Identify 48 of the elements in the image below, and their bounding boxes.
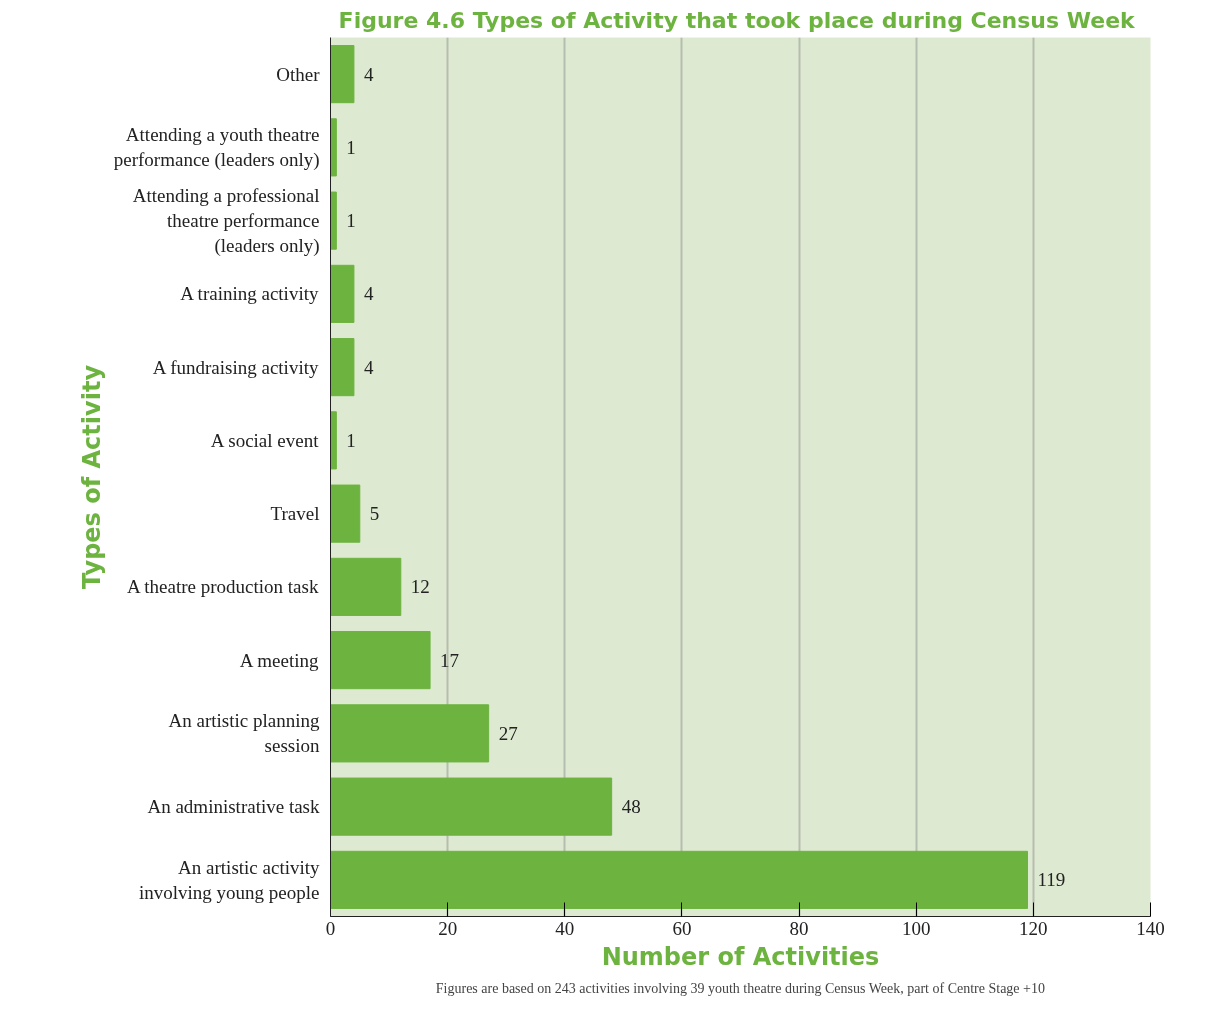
- y-tick-label: An artistic planning session: [168, 710, 320, 757]
- data-label: 1: [346, 429, 356, 451]
- bar: [330, 850, 1028, 909]
- x-tick-label: 140: [1136, 917, 1165, 939]
- y-tick-label: A social event: [210, 429, 320, 451]
- y-tick-label: A meeting: [239, 649, 319, 671]
- data-label: 27: [498, 722, 518, 744]
- y-tick-label: Travel: [270, 503, 320, 525]
- data-label: 4: [363, 63, 374, 85]
- x-tick-label: 100: [901, 917, 931, 939]
- y-tick-label: Attending a youth theatre performance (leaders only): [113, 124, 320, 172]
- bar: [330, 338, 355, 397]
- bar: [330, 704, 490, 763]
- y-tick-label: A training activity: [180, 283, 319, 305]
- bar: [330, 557, 402, 616]
- bar: [330, 118, 337, 177]
- y-tick-label: A theatre production task: [126, 576, 319, 598]
- bar: [330, 484, 361, 543]
- y-tick-label: Attending a professional theatre performance (leaders only): [132, 184, 320, 258]
- x-axis-title: Number of Activities: [601, 942, 880, 971]
- data-label: 17: [440, 649, 460, 671]
- data-label: 5: [369, 503, 380, 525]
- data-label: 48: [621, 796, 641, 818]
- data-label: 119: [1037, 869, 1066, 891]
- bar: [330, 264, 355, 323]
- y-tick-label: A fundraising activity: [152, 356, 319, 378]
- chart-title: Figure 4.6 Types of Activity that took place during Census Week: [338, 7, 1137, 33]
- x-tick-label: 60: [672, 917, 692, 939]
- data-label: 4: [363, 283, 374, 305]
- x-tick-label: 0: [325, 917, 336, 939]
- data-label: 4: [363, 356, 374, 378]
- bar: [330, 777, 613, 836]
- y-tick-label: Other: [276, 63, 321, 85]
- bar: [330, 631, 431, 690]
- x-tick-label: 120: [1019, 917, 1048, 939]
- x-tick-label: 80: [789, 917, 809, 939]
- y-tick-label: An administrative task: [147, 796, 320, 818]
- x-tick-label: 20: [438, 917, 458, 939]
- bar: [330, 45, 355, 104]
- x-tick-label: 40: [555, 917, 575, 939]
- y-tick-label: An artistic activity involving young people: [139, 856, 320, 903]
- data-label: 1: [346, 210, 356, 232]
- data-label: 1: [346, 136, 356, 158]
- text: Figures are based on 243 activities involving 39 youth theatre during Census Week, part of Centre Stage +10: [435, 980, 1045, 996]
- data-label: 12: [410, 576, 430, 598]
- bar: [330, 191, 337, 250]
- y-axis-title: Types of Activity: [77, 364, 106, 590]
- bar: [330, 411, 337, 470]
